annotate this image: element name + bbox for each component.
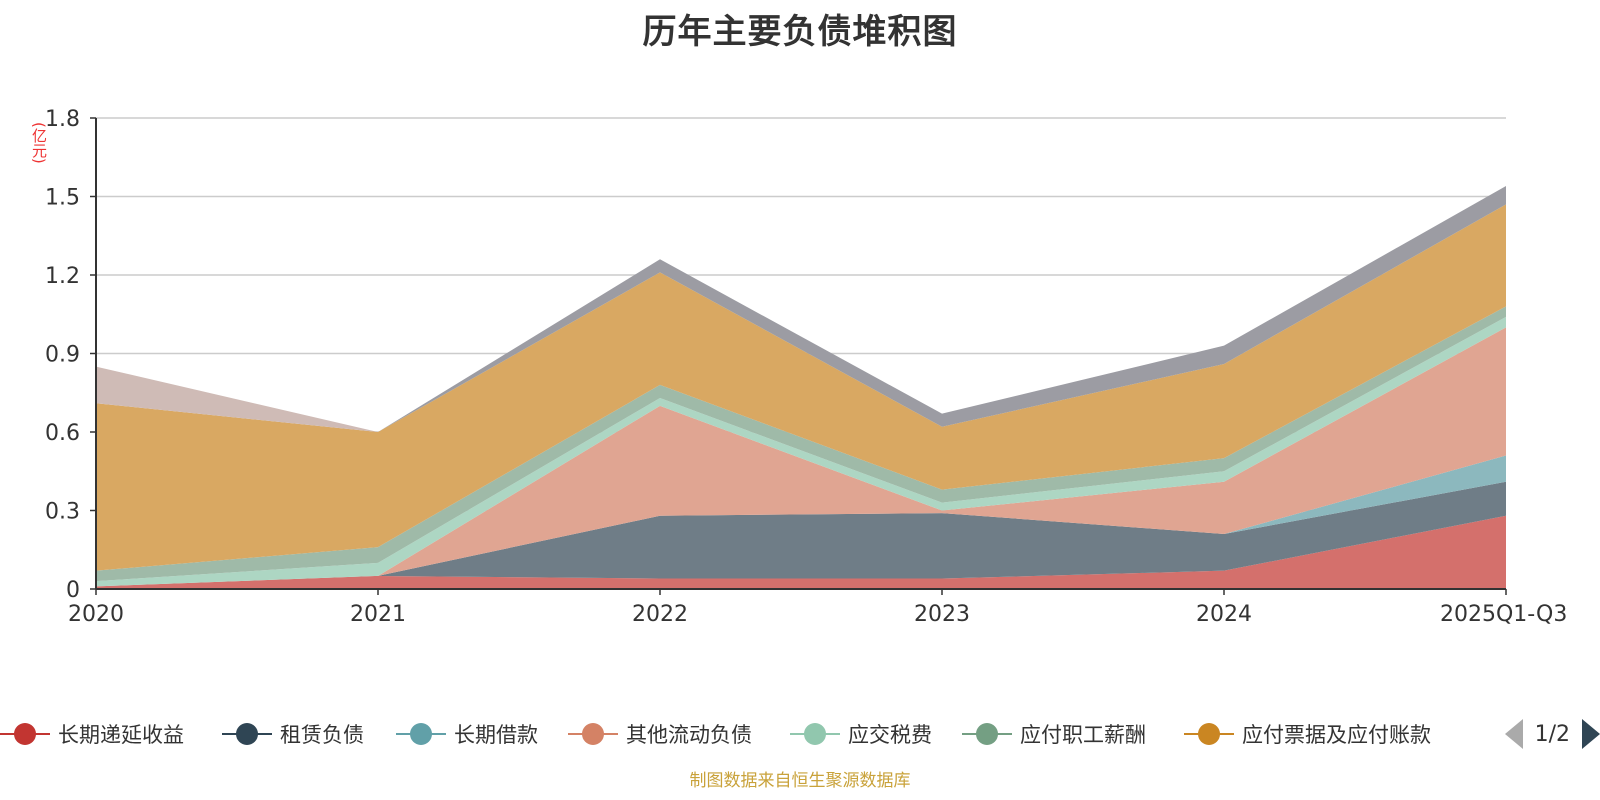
- legend-dot-icon: [410, 723, 432, 745]
- legend-marker-icon: [396, 716, 446, 752]
- legend-page-indicator: 1/2: [1534, 721, 1570, 747]
- legend-dot-icon: [14, 723, 36, 745]
- legend-marker-icon: [1184, 716, 1234, 752]
- x-tick-label: 2025Q1-Q3: [1440, 602, 1567, 627]
- area-series-9: [96, 186, 1506, 432]
- legend-item[interactable]: 租赁负债: [222, 716, 364, 752]
- source-note: 制图数据来自恒生聚源数据库: [689, 771, 911, 791]
- y-tick-label: 0.6: [45, 421, 80, 446]
- legend-label: 其他流动负债: [626, 723, 752, 747]
- legend-dot-icon: [804, 723, 826, 745]
- legend-dot-icon: [236, 723, 258, 745]
- area-series-7: [96, 204, 1506, 571]
- y-tick-label: 1.2: [45, 264, 80, 289]
- legend-marker-icon: [222, 716, 272, 752]
- legend-label: 长期借款: [454, 723, 538, 747]
- legend-dot-icon: [582, 723, 604, 745]
- legend-item[interactable]: 其他流动负债: [568, 716, 752, 752]
- legend-label: 租赁负债: [280, 723, 364, 747]
- chart-title: 历年主要负债堆积图: [642, 12, 958, 52]
- axes: 0 0.3 0.6 0.9 1.2 1.5 1.8 2020 2021 2022 2023 2024 2…: [45, 107, 1567, 627]
- area-series-5: [96, 316, 1506, 587]
- x-tick-label: 2020: [68, 602, 124, 627]
- x-tick-label: 2022: [632, 602, 688, 627]
- legend-item[interactable]: 长期递延收益: [0, 716, 184, 752]
- legend-dot-icon: [1198, 723, 1220, 745]
- legend-item[interactable]: 应付票据及应付账款: [1184, 716, 1431, 752]
- y-tick-label: 0: [66, 578, 80, 603]
- area-series-6: [96, 306, 1506, 582]
- legend-marker-icon: [962, 716, 1012, 752]
- legend-item[interactable]: 长期借款: [396, 716, 538, 752]
- area-series-4: [96, 327, 1506, 587]
- legend-item[interactable]: 应交税费: [790, 716, 932, 752]
- legend-label: 长期递延收益: [58, 723, 184, 747]
- legend-label: 应付票据及应付账款: [1242, 723, 1431, 747]
- area-series: [96, 186, 1506, 589]
- legend-prev-page-icon[interactable]: [1504, 719, 1523, 749]
- legend-label: 应交税费: [848, 723, 932, 747]
- x-tick-label: 2021: [350, 602, 406, 627]
- x-tick-label: 2024: [1196, 602, 1252, 627]
- legend-next-page-icon[interactable]: [1582, 719, 1600, 749]
- area-series-8: [96, 186, 1506, 432]
- legend-item[interactable]: 应付职工薪酬: [962, 716, 1146, 752]
- legend-marker-icon: [0, 716, 50, 752]
- y-axis-unit-label: (亿元): [30, 122, 48, 164]
- y-tick-label: 1.8: [45, 107, 80, 132]
- legend-marker-icon: [568, 716, 618, 752]
- y-tick-label: 0.9: [45, 343, 80, 368]
- legend-pager: 1/2: [1504, 716, 1600, 752]
- legend: 长期递延收益 租赁负债 长期借款 其他流动负债 应交税费 应付职工薪酬 应付票据及应付账款: [0, 716, 1600, 752]
- legend-dot-icon: [976, 723, 998, 745]
- area-series-2: [96, 481, 1506, 587]
- y-tick-label: 0.3: [45, 500, 80, 525]
- legend-marker-icon: [790, 716, 840, 752]
- x-tick-label: 2023: [914, 602, 970, 627]
- area-series-1: [96, 515, 1506, 589]
- stacked-area-chart: 0 0.3 0.6 0.9 1.2 1.5 1.8 2020 2021 2022 2023 2024 2…: [45, 107, 1567, 627]
- y-tick-label: 1.5: [45, 186, 80, 211]
- legend-label: 应付职工薪酬: [1020, 723, 1146, 747]
